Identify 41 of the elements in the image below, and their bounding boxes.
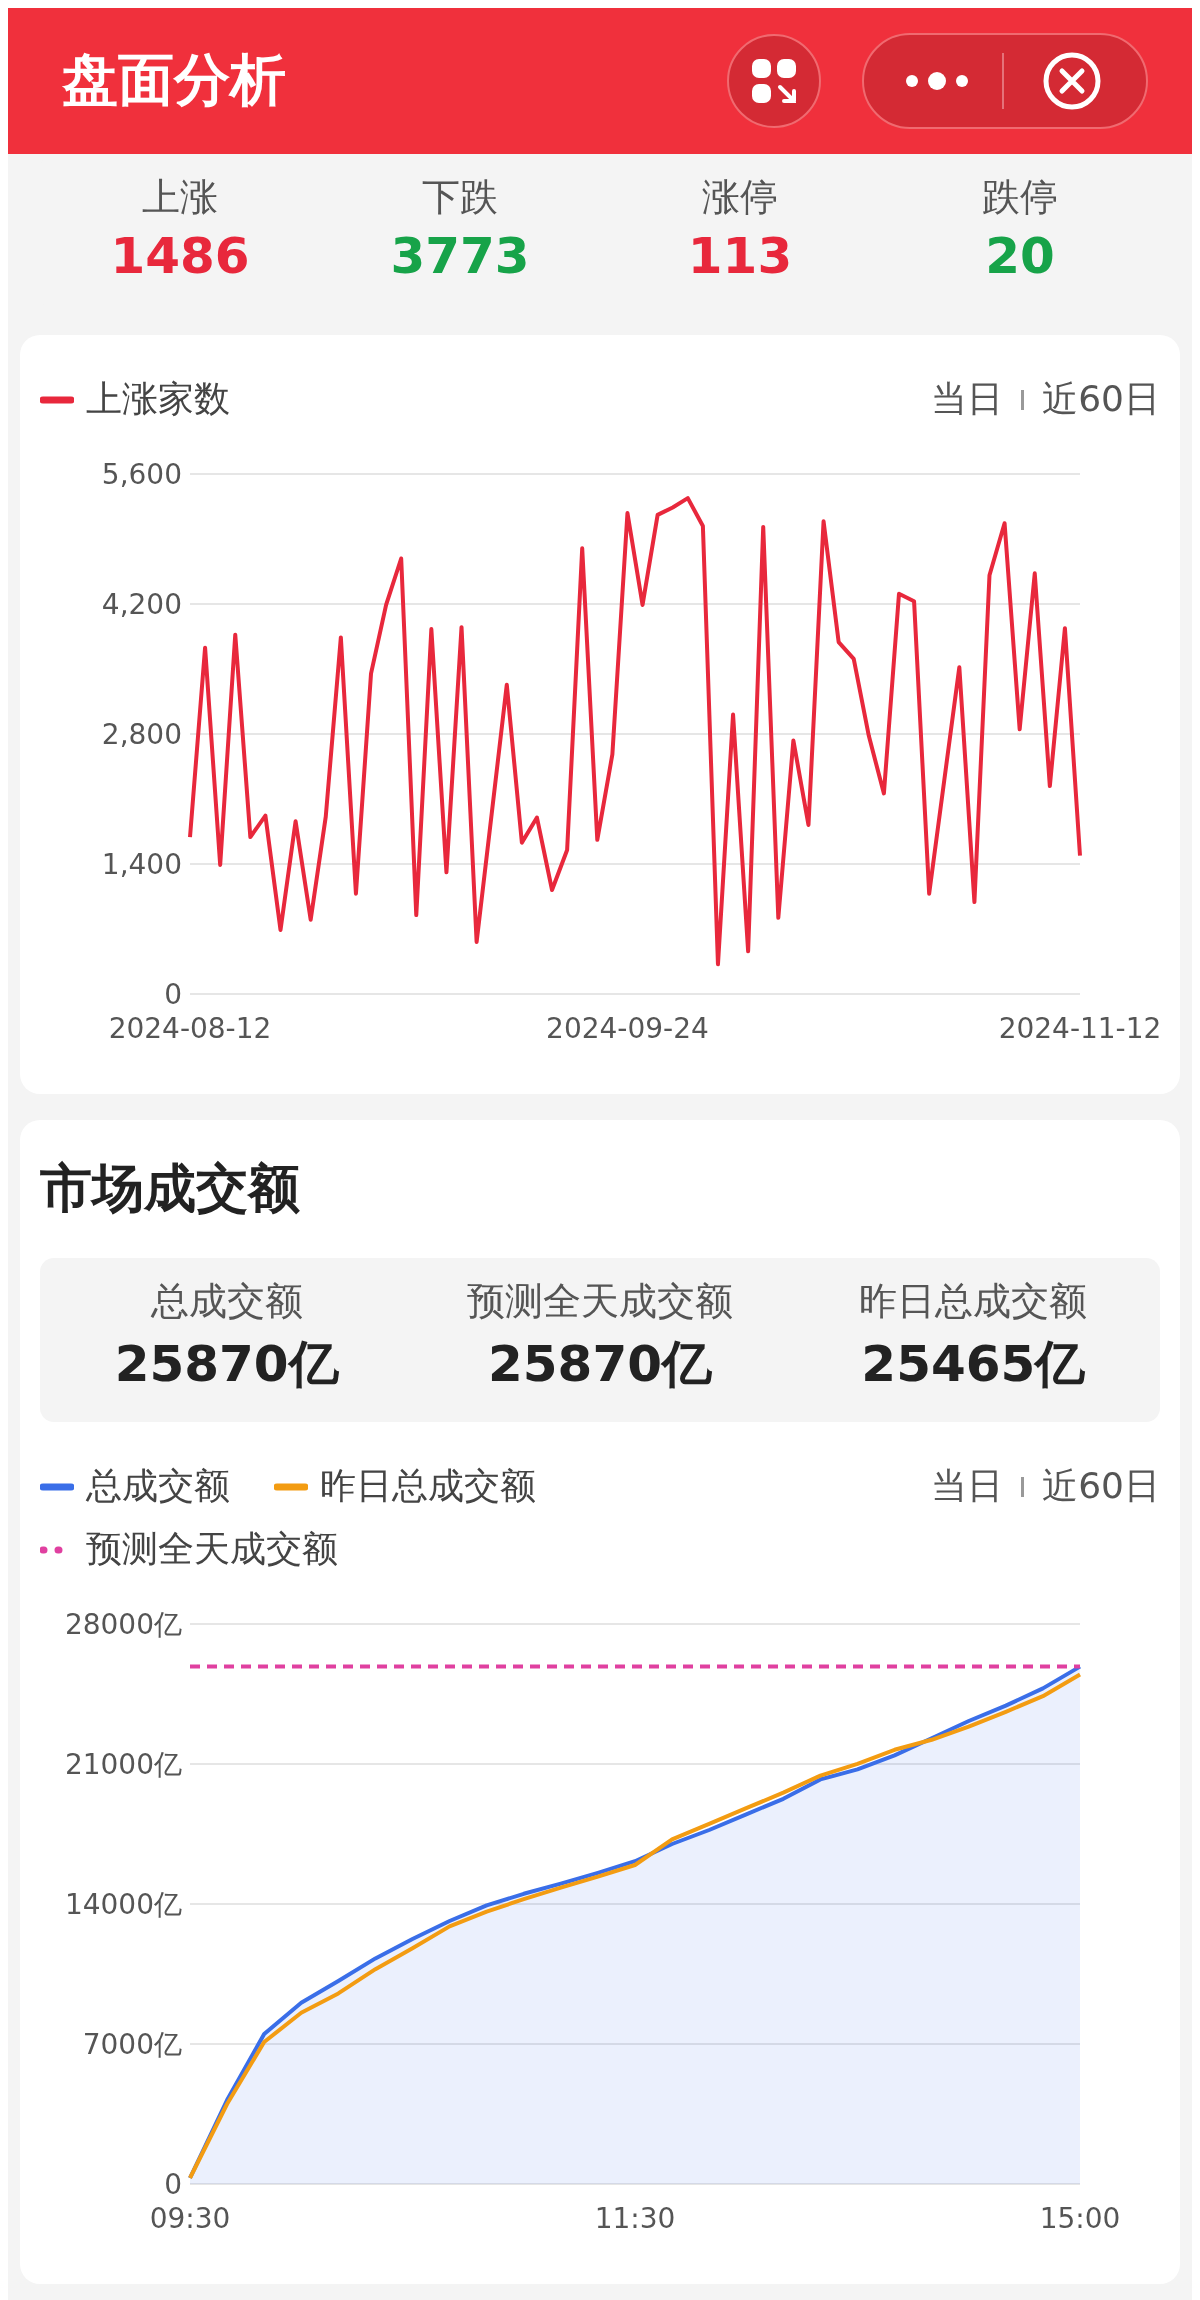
category-label: 下跌 xyxy=(421,174,499,221)
category-label: 总成交额 xyxy=(149,1278,304,1325)
category-label: 跌停 xyxy=(981,174,1059,221)
x-tick-label: 2024-08-12 xyxy=(108,1011,272,1045)
data-label: 3773 xyxy=(390,227,530,285)
legend-label: 预测全天成交额 xyxy=(85,1527,338,1571)
data-label: 20 xyxy=(985,227,1055,285)
x-tick-label: 09:30 xyxy=(149,2201,231,2235)
data-label: 1486 xyxy=(110,227,250,285)
text: 25870亿 xyxy=(114,1335,339,1393)
y-tick-label: 5,600 xyxy=(101,457,182,491)
category-label: 预测全天成交额 xyxy=(466,1278,734,1325)
text: 25465亿 xyxy=(861,1335,1086,1393)
text: 近60日 xyxy=(1042,377,1160,421)
y-tick-label: 7000亿 xyxy=(82,2027,182,2061)
y-tick-label: 0 xyxy=(164,977,182,1011)
x-tick-label: 2024-11-12 xyxy=(998,1011,1162,1045)
y-tick-label: 2,800 xyxy=(101,717,182,751)
y-tick-label: 14000亿 xyxy=(64,1887,182,1921)
text: 当日 xyxy=(931,377,1004,421)
text: 市场成交额 xyxy=(40,1157,301,1220)
category-label: 涨停 xyxy=(701,174,779,221)
legend-label: 昨日总成交额 xyxy=(319,1464,536,1508)
legend-label: 上涨家数 xyxy=(85,377,230,421)
text: 近60日 xyxy=(1042,1464,1160,1508)
y-tick-label: 21000亿 xyxy=(64,1747,182,1781)
y-tick-label: 28000亿 xyxy=(64,1607,182,1641)
y-tick-label: 1,400 xyxy=(101,847,182,881)
x-tick-label: 15:00 xyxy=(1039,2201,1121,2235)
x-tick-label: 11:30 xyxy=(594,2201,676,2235)
x-tick-label: 2024-09-24 xyxy=(546,1011,709,1045)
line-series xyxy=(188,496,1082,967)
text: 盘面分析 xyxy=(62,46,286,114)
y-tick-label: 4,200 xyxy=(101,587,182,621)
text: 25870亿 xyxy=(488,1335,712,1393)
legend-label: 总成交额 xyxy=(85,1464,230,1508)
category-label: 上涨 xyxy=(141,174,219,221)
y-tick-label: 0 xyxy=(164,2167,182,2201)
text: 当日 xyxy=(931,1464,1004,1508)
data-label: 113 xyxy=(687,227,793,285)
category-label: 昨日总成交额 xyxy=(858,1278,1089,1325)
